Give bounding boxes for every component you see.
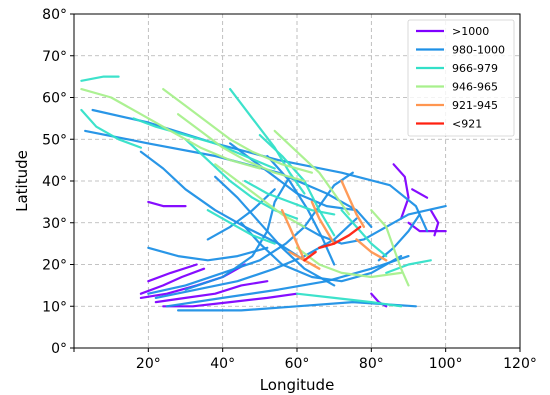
track-line	[370, 209, 410, 287]
legend-label: <921	[452, 118, 482, 131]
y-tick-label: 80°	[42, 7, 67, 23]
y-tick-label: 20°	[42, 258, 67, 274]
track-line	[295, 292, 403, 308]
track-line	[147, 171, 354, 295]
track-line	[206, 188, 276, 241]
track-line	[80, 75, 120, 82]
x-tick-label: 60°	[285, 356, 310, 372]
track-line	[295, 246, 403, 279]
track-line	[154, 217, 358, 299]
track-line	[243, 179, 336, 216]
track-line	[147, 200, 187, 208]
x-tick-label: 40°	[210, 356, 235, 372]
legend-label: >1000	[452, 25, 489, 38]
y-tick-label: 60°	[42, 91, 67, 107]
track-line	[280, 209, 306, 262]
track-line	[295, 205, 447, 245]
y-tick-label: 0°	[51, 341, 67, 357]
legend-label: 980-1000	[452, 44, 505, 57]
tick-labels: 20° 40° 60° 80° 100° 120° 0° 10° 20° 30° 40° 50° 60°…	[42, 7, 537, 372]
track-line	[80, 88, 261, 170]
legend-label: 921-945	[452, 99, 498, 112]
track-line	[184, 175, 291, 291]
track-line	[162, 292, 299, 308]
track-line	[318, 225, 362, 249]
track-line	[214, 163, 306, 228]
track-line	[162, 88, 313, 174]
y-tick-label: 50°	[42, 132, 67, 148]
track-line	[165, 255, 410, 308]
track-line	[240, 221, 403, 283]
track-line	[385, 259, 432, 274]
track-line	[340, 209, 388, 258]
track-line	[154, 280, 269, 304]
track-line	[206, 209, 276, 245]
track-line	[303, 250, 317, 262]
y-tick-label: 70°	[42, 49, 67, 65]
track-line	[392, 163, 410, 220]
track-line	[355, 238, 388, 262]
x-tick-label: 80°	[359, 356, 384, 372]
track-line	[147, 246, 269, 262]
track-line	[80, 108, 142, 149]
y-tick-label: 30°	[42, 216, 67, 232]
track-line	[273, 129, 351, 216]
x-tick-label: 100°	[429, 356, 463, 372]
track-line	[147, 263, 198, 283]
track-line	[139, 267, 206, 295]
y-tick-label: 10°	[42, 299, 67, 315]
track-line	[132, 117, 276, 170]
track-line	[266, 154, 336, 266]
x-axis-title: Longitude	[260, 376, 335, 394]
y-tick-label: 40°	[42, 174, 67, 190]
track-line	[177, 113, 306, 183]
y-axis-title: Latitude	[13, 150, 31, 212]
legend: >1000 980-1000 966-979 946-965 921-945 <921	[407, 19, 515, 137]
track-line	[340, 179, 366, 229]
x-tick-label: 20°	[136, 356, 161, 372]
track-line	[91, 108, 429, 233]
track-line	[214, 175, 336, 287]
track-line	[310, 200, 336, 245]
track-lines	[80, 75, 447, 312]
track-line	[377, 213, 421, 262]
legend-label: 946-965	[452, 81, 498, 94]
legend-label: 966-979	[452, 62, 498, 75]
track-line	[411, 188, 429, 199]
x-tick-label: 120°	[503, 356, 537, 372]
